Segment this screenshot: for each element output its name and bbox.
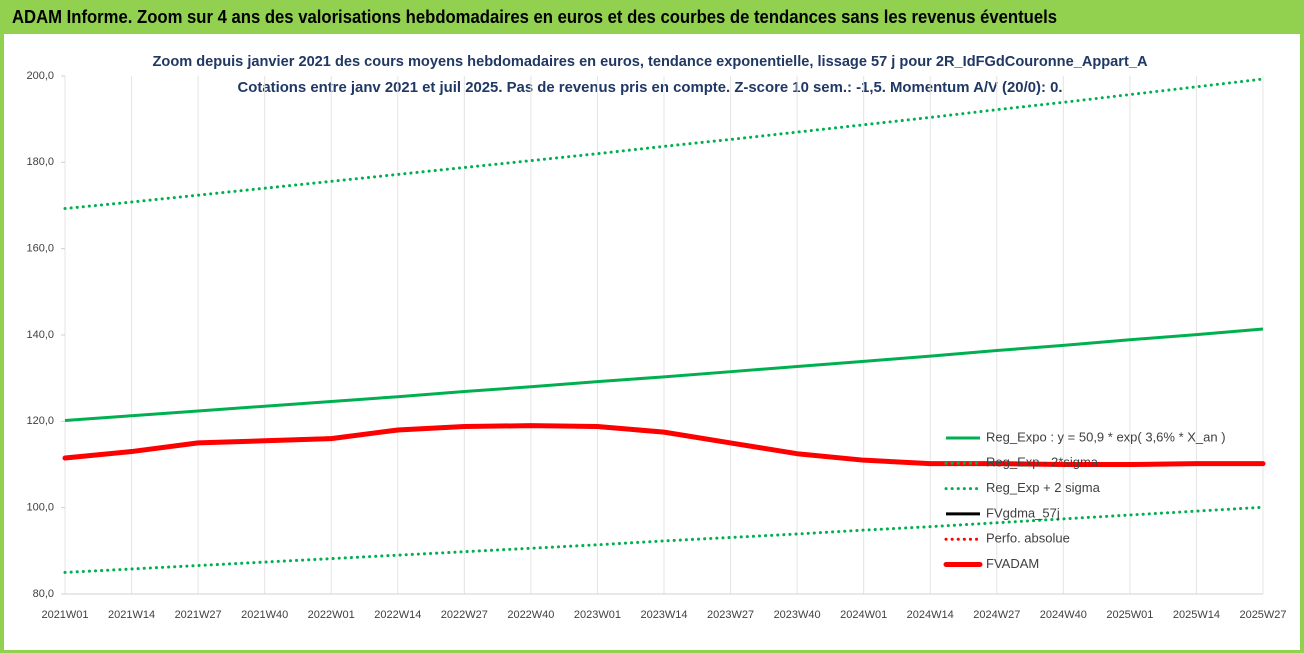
x-tick-label: 2021W27 (175, 609, 222, 621)
x-tick-label: 2025W14 (1173, 609, 1220, 621)
series-line (63, 505, 1265, 574)
y-tick-label: 160,0 (26, 243, 54, 255)
chart-title: Zoom depuis janvier 2021 des cours moyen… (153, 53, 1148, 70)
page-title: ADAM Informe. Zoom sur 4 ans des valoris… (12, 7, 1057, 27)
x-tick-label: 2021W14 (108, 609, 155, 621)
legend-label: Reg_Exp + 2 sigma (986, 480, 1101, 495)
legend-label: FVgdma_57j (986, 505, 1060, 520)
y-tick-label: 200,0 (26, 70, 54, 82)
y-tick-label: 120,0 (26, 415, 54, 427)
x-tick-label: 2024W14 (907, 609, 954, 621)
x-tick-label: 2022W14 (374, 609, 421, 621)
x-tick-label: 2022W40 (507, 609, 554, 621)
legend-label: Reg_Exp - 2*sigma (986, 455, 1099, 470)
x-tick-label: 2023W01 (574, 609, 621, 621)
plot-panel (4, 34, 1300, 650)
y-tick-label: 140,0 (26, 329, 54, 341)
series-line (63, 77, 1265, 211)
legend-label: Perfo. absolue (986, 531, 1070, 546)
y-tick-label: 100,0 (26, 502, 54, 514)
x-tick-label: 2021W01 (41, 609, 88, 621)
legend-label: Reg_Expo : y = 50,9 * exp( 3,6% * X_an ) (986, 429, 1226, 444)
x-tick-label: 2024W40 (1040, 609, 1087, 621)
chart-subtitle: Cotations entre janv 2021 et juil 2025. … (238, 79, 1063, 96)
x-tick-label: 2022W27 (441, 609, 488, 621)
x-tick-label: 2022W01 (308, 609, 355, 621)
x-tick-label: 2025W27 (1239, 609, 1286, 621)
x-tick-label: 2021W40 (241, 609, 288, 621)
x-tick-label: 2025W01 (1106, 609, 1153, 621)
x-tick-label: 2023W14 (640, 609, 687, 621)
x-tick-label: 2023W27 (707, 609, 754, 621)
legend-label: FVADAM (986, 556, 1039, 571)
x-tick-label: 2023W40 (774, 609, 821, 621)
y-tick-label: 180,0 (26, 156, 54, 168)
x-tick-label: 2024W27 (973, 609, 1020, 621)
x-tick-label: 2024W01 (840, 609, 887, 621)
series-line (64, 327, 1264, 422)
series-line (62, 423, 1266, 467)
y-tick-label: 80,0 (33, 588, 54, 600)
